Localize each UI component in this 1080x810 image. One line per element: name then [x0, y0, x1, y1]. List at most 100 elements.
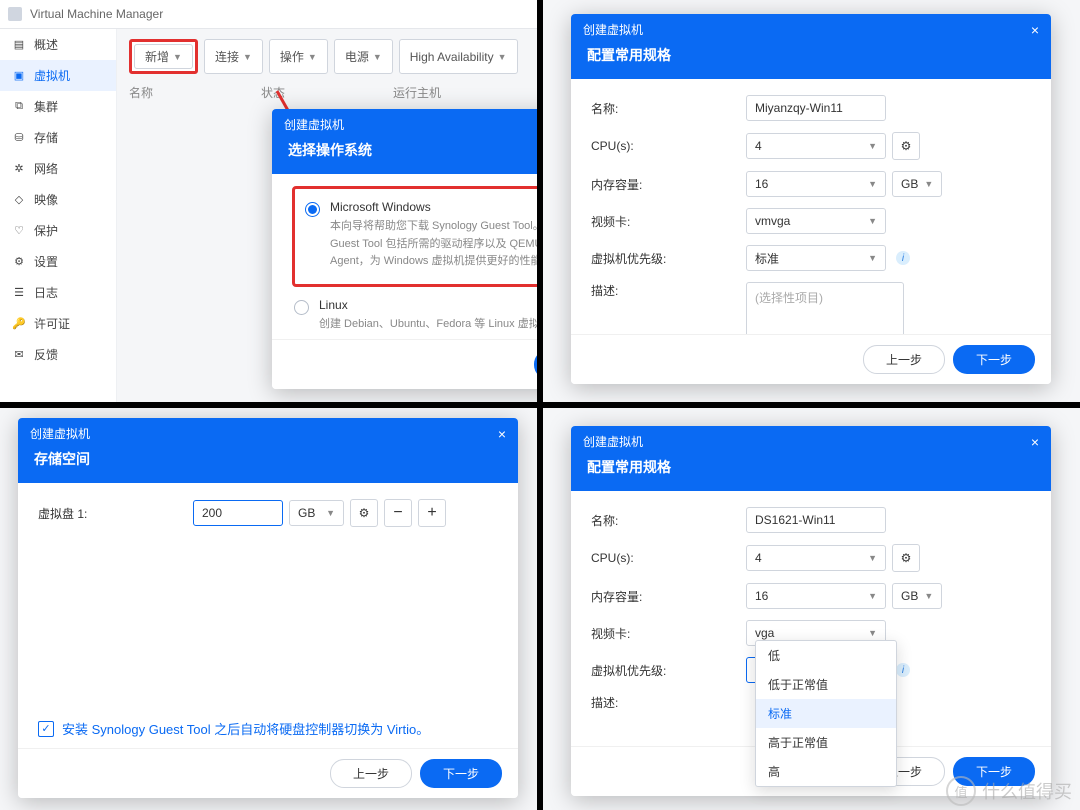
nav-label: 集群: [34, 98, 58, 115]
dialog-head-text: 创建虚拟机: [284, 116, 344, 133]
nav-icon: 🔑: [12, 317, 26, 331]
os-option[interactable]: Linux创建 Debian、Ubuntu、Fedora 等 Linux 虚拟机…: [292, 293, 537, 339]
sidebar-item[interactable]: ▤ 概述: [0, 29, 116, 60]
nav-label: 存储: [34, 129, 58, 146]
os-option[interactable]: Microsoft Windows本向导将帮助您下载 Synology Gues…: [303, 195, 537, 276]
sidebar-item[interactable]: ☰日志: [0, 277, 116, 308]
app-icon: [8, 7, 22, 21]
dropdown-item[interactable]: 低: [756, 641, 896, 670]
table-header: 名称 状态 运行主机: [117, 84, 537, 101]
nav-label: 保护: [34, 222, 58, 239]
sidebar: ▤ 概述 ▣ 虚拟机 ⧉集群 ⛁ 存储 ✲网络◇映像 ♡ 保护 ⚙设置☰日志🔑许可证 ✉ 反馈: [0, 29, 117, 402]
disk-label: 虚拟盘 1:: [38, 505, 193, 522]
nav-label: 概述: [34, 36, 58, 53]
memory-unit-select[interactable]: GB▼: [892, 583, 942, 609]
dialog-header: 创建虚拟机 ×: [272, 109, 537, 140]
nav-icon: ▤: [12, 38, 26, 52]
nav-label: 日志: [34, 284, 58, 301]
desc-label: 描述:: [591, 282, 746, 299]
nav-label: 虚拟机: [34, 67, 70, 84]
dialog-title: 配置常用规格: [571, 45, 1051, 79]
video-select[interactable]: vmvga▼: [746, 208, 886, 234]
nav-label: 映像: [34, 191, 58, 208]
add-disk-button[interactable]: +: [418, 499, 446, 527]
virtio-note: 安装 Synology Guest Tool 之后自动将硬盘控制器切换为 Vir…: [62, 719, 429, 738]
virtio-checkbox[interactable]: ✓: [38, 721, 54, 737]
sidebar-item[interactable]: 🔑许可证: [0, 308, 116, 339]
nav-label: 反馈: [34, 346, 58, 363]
info-icon[interactable]: i: [896, 251, 910, 265]
priority-label: 虚拟机优先级:: [591, 662, 746, 679]
radio-icon[interactable]: [305, 202, 320, 217]
sidebar-item[interactable]: ⧉集群: [0, 91, 116, 122]
name-input[interactable]: DS1621-Win11: [746, 507, 886, 533]
dialog-header: 创建虚拟机 ×: [571, 426, 1051, 457]
toolbar-button[interactable]: High Availability ▼: [399, 39, 518, 74]
dialog-header: 创建虚拟机 ×: [571, 14, 1051, 45]
disk-size-input[interactable]: 200: [193, 500, 283, 526]
sidebar-item[interactable]: ♡ 保护: [0, 215, 116, 246]
os-desc: 创建 Debian、Ubuntu、Fedora 等 Linux 虚拟机。: [319, 316, 537, 334]
next-button[interactable]: 下一步: [534, 350, 537, 379]
nav-icon: ♡: [12, 224, 26, 238]
sidebar-item[interactable]: ◇映像: [0, 184, 116, 215]
dropdown-item[interactable]: 高于正常值: [756, 728, 896, 757]
name-input[interactable]: Miyanzqy-Win11: [746, 95, 886, 121]
close-icon[interactable]: ×: [1031, 435, 1039, 449]
toolbar: 新增 ▼连接 ▼操作 ▼电源 ▼High Availability ▼: [117, 29, 537, 84]
dropdown-item[interactable]: 标准: [756, 699, 896, 728]
memory-label: 内存容量:: [591, 588, 746, 605]
toolbar-button[interactable]: 电源 ▼: [334, 39, 393, 74]
memory-select[interactable]: 16▼: [746, 171, 886, 197]
sidebar-item[interactable]: ✲网络: [0, 153, 116, 184]
next-button[interactable]: 下一步: [420, 759, 502, 788]
col-status[interactable]: 状态: [261, 84, 393, 101]
dropdown-item[interactable]: 高: [756, 757, 896, 786]
create-vm-dialog: 创建虚拟机 × 配置常用规格 名称: Miyanzqy-Win11 CPU(s)…: [571, 14, 1051, 384]
memory-label: 内存容量:: [591, 176, 746, 193]
dialog-header: 创建虚拟机 ×: [18, 418, 518, 449]
dialog-head-text: 创建虚拟机: [583, 433, 643, 450]
window-titlebar: Virtual Machine Manager: [0, 0, 537, 29]
cpu-label: CPU(s):: [591, 551, 746, 565]
sidebar-item[interactable]: ⚙设置: [0, 246, 116, 277]
sidebar-item[interactable]: ⛁ 存储: [0, 122, 116, 153]
priority-label: 虚拟机优先级:: [591, 250, 746, 267]
desc-label: 描述:: [591, 694, 746, 711]
nav-icon: ✉: [12, 348, 26, 362]
sidebar-item[interactable]: ✉ 反馈: [0, 339, 116, 370]
prev-button[interactable]: 上一步: [330, 759, 412, 788]
col-host[interactable]: 运行主机: [393, 84, 525, 101]
sidebar-item[interactable]: ▣ 虚拟机: [0, 60, 116, 91]
dropdown-item[interactable]: 低于正常值: [756, 670, 896, 699]
disk-settings-button[interactable]: ⚙: [350, 499, 378, 527]
cpu-settings-button[interactable]: ⚙: [892, 132, 920, 160]
prev-button[interactable]: 上一步: [863, 345, 945, 374]
cpu-settings-button[interactable]: ⚙: [892, 544, 920, 572]
nav-label: 网络: [34, 160, 58, 177]
nav-icon: ⚙: [12, 255, 26, 269]
priority-select[interactable]: 标准▼: [746, 245, 886, 271]
close-icon[interactable]: ×: [498, 427, 506, 441]
radio-icon[interactable]: [294, 300, 309, 315]
info-icon[interactable]: i: [896, 663, 910, 677]
toolbar-button[interactable]: 新增 ▼: [129, 39, 198, 74]
close-icon[interactable]: ×: [1031, 23, 1039, 37]
cpu-select[interactable]: 4▼: [746, 133, 886, 159]
nav-icon: ⛁: [12, 131, 26, 145]
next-button[interactable]: 下一步: [953, 345, 1035, 374]
dialog-title: 存储空间: [18, 449, 518, 483]
toolbar-button[interactable]: 连接 ▼: [204, 39, 263, 74]
toolbar-button[interactable]: 操作 ▼: [269, 39, 328, 74]
memory-select[interactable]: 16▼: [746, 583, 886, 609]
nav-icon: ▣: [12, 69, 26, 83]
remove-disk-button[interactable]: −: [384, 499, 412, 527]
disk-unit-select[interactable]: GB▼: [289, 500, 344, 526]
create-vm-dialog: 创建虚拟机 × 存储空间 虚拟盘 1: 200 GB▼ ⚙ − + ✓ 安装 S…: [18, 418, 518, 798]
cpu-select[interactable]: 4▼: [746, 545, 886, 571]
col-name[interactable]: 名称: [129, 84, 261, 101]
watermark: 值什么值得买: [946, 776, 1072, 806]
memory-unit-select[interactable]: GB▼: [892, 171, 942, 197]
dialog-head-text: 创建虚拟机: [30, 425, 90, 442]
priority-dropdown[interactable]: 低低于正常值标准高于正常值高: [755, 640, 897, 787]
